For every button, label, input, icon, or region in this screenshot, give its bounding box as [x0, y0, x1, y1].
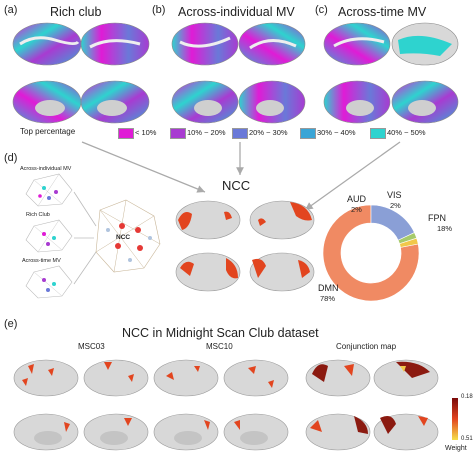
panel-e-letter: (e): [4, 318, 18, 330]
panel-b-brains: [171, 22, 306, 124]
brain-a-lateral-right: [80, 22, 150, 66]
panel-d-letter: (d): [4, 152, 18, 164]
legend-label: 10% ~ 20%: [187, 128, 226, 137]
inset-across-individual: [25, 173, 73, 207]
network-donut-chart: [322, 204, 420, 302]
subtitle-msc10: MSC10: [206, 342, 233, 351]
conjunction-brains: [305, 359, 439, 451]
panel-a-title: Rich club: [50, 5, 102, 19]
panel-a-brains: [12, 22, 150, 124]
network-diagram: [25, 173, 161, 299]
donut-slice-aud: [399, 237, 419, 248]
panel-b-letter: (b): [152, 4, 166, 16]
panel-b-title: Across-individual MV: [178, 5, 295, 19]
legend-swatch: [232, 128, 248, 139]
donut-label-fpn: FPN: [428, 213, 446, 223]
legend-label: 30% ~ 40%: [317, 128, 356, 137]
inset-across-time: [25, 265, 73, 299]
ncc-brain-medial-left: [175, 252, 241, 292]
legend-label: 20% ~ 30%: [249, 128, 288, 137]
msc03-brains: [13, 359, 149, 451]
donut-pct-vis: 2%: [390, 201, 401, 210]
donut-pct-dmn: 78%: [320, 294, 336, 303]
panel-e-title: NCC in Midnight Scan Club dataset: [122, 326, 319, 340]
subtitle-msc03: MSC03: [78, 342, 105, 351]
brain-b-lateral-right: [238, 22, 306, 66]
inset-label-rich-club: Rich Club: [26, 212, 50, 218]
colorbar-label: Weight: [445, 445, 467, 452]
msc10-brains: [153, 359, 289, 451]
legend-label: < 10%: [135, 128, 157, 137]
msc-brain-maps: [13, 359, 439, 451]
inset-label-across-time: Across-time MV: [22, 258, 61, 264]
ncc-network: [95, 199, 161, 273]
donut-slice-dmn: [322, 204, 420, 302]
colorbar-max: 0.18: [461, 394, 473, 400]
donut-label-dmn: DMN: [318, 283, 339, 293]
legend-label: 40% ~ 50%: [387, 128, 426, 137]
donut-pct-fpn: 18%: [437, 224, 453, 233]
legend-swatch: [370, 128, 386, 139]
ncc-brain-medial-right: [249, 252, 315, 292]
subtitle-conjunction: Conjunction map: [336, 342, 397, 351]
legend-swatch: [170, 128, 186, 139]
weight-colorbar: [452, 398, 458, 440]
donut-slice-fpn: [370, 204, 415, 241]
legend-swatch: [118, 128, 134, 139]
panel-c-brains: [323, 22, 459, 124]
ncc-title: NCC: [222, 178, 251, 193]
legend-title: Top percentage: [20, 127, 76, 136]
ncc-brain-lateral-left: [175, 200, 241, 240]
brain-c-lateral-left: [323, 22, 391, 66]
brain-b-lateral-left: [171, 22, 239, 66]
inset-label-across-individual: Across-individual MV: [20, 166, 72, 172]
inset-rich-club: [25, 219, 73, 253]
donut-label-vis: VIS: [387, 190, 402, 200]
panel-c-letter: (c): [315, 4, 328, 16]
row1-brain-maps: [12, 22, 459, 124]
panel-c-title: Across-time MV: [338, 5, 427, 19]
panel-a-letter: (a): [4, 4, 18, 16]
donut-label-aud: AUD: [347, 194, 367, 204]
ncc-brain-maps: [175, 200, 315, 292]
network-center-label: NCC: [116, 234, 131, 241]
colorbar-min: 0.51: [461, 436, 473, 442]
legend-swatch: [300, 128, 316, 139]
donut-pct-aud: 2%: [351, 205, 362, 214]
